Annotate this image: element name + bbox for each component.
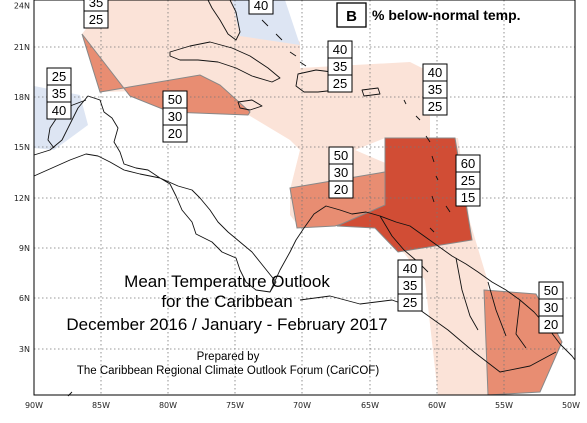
- legend-key: B: [346, 8, 357, 25]
- coast-jamaica: [237, 99, 263, 111]
- prob-value: 35: [403, 278, 417, 293]
- lat-tick-18n: 18N: [14, 93, 30, 102]
- lon-tick-80w: 80W: [159, 401, 177, 410]
- lon-tick-50w: 50W: [562, 401, 580, 410]
- lat-tick-6n: 6N: [19, 294, 30, 303]
- coast-florida: [207, 0, 241, 41]
- title-line-3: December 2016 / January - February 2017: [66, 315, 387, 334]
- lon-tick-75w: 75W: [226, 401, 244, 410]
- border-guianas: [455, 257, 527, 349]
- lon-tick-65w: 65W: [361, 401, 379, 410]
- lat-tick-12n: 12N: [14, 194, 30, 203]
- coast-lesser-antilles: [403, 99, 451, 233]
- title-line-2: for the Caribbean: [161, 292, 292, 311]
- prob-box-yucatan: 25 35 40: [46, 67, 72, 120]
- prob-value: 20: [544, 317, 558, 332]
- lon-tick-90w: 90W: [25, 401, 43, 410]
- prob-value: 40: [403, 261, 417, 276]
- prob-value: 50: [168, 92, 182, 107]
- prob-value: 30: [334, 165, 348, 180]
- outlook-zones: [34, 0, 563, 396]
- lat-tick-3n: 3N: [19, 345, 30, 354]
- prob-value: 25: [52, 69, 66, 84]
- coast-south-america-north: [269, 205, 576, 361]
- prob-value: 35: [333, 59, 347, 74]
- coast-yucatan: [47, 99, 87, 149]
- prob-value: 15: [461, 190, 475, 205]
- coast-bahamas: [261, 19, 307, 67]
- prob-box-north-west: 35 25: [83, 0, 109, 29]
- prob-value: 35: [89, 0, 103, 10]
- coast-cuba: [169, 41, 281, 83]
- legend-label: % below-normal temp.: [372, 7, 521, 23]
- coast-central-america: [33, 95, 277, 293]
- prob-value: 50: [334, 148, 348, 163]
- prob-box-guyana: 40 35 25: [397, 259, 423, 312]
- prob-value: 50: [544, 283, 558, 298]
- prepared-by: Prepared by: [197, 351, 260, 363]
- legend-key-box: [336, 2, 367, 28]
- prob-value: 20: [168, 126, 182, 141]
- prob-box-windward: 60 25 15: [455, 154, 481, 207]
- prob-value: 40: [254, 0, 268, 13]
- lon-tick-85w: 85W: [92, 401, 110, 410]
- prob-value: 25: [461, 173, 475, 188]
- prepared-by-org: The Caribbean Regional Climate Outlook F…: [77, 365, 379, 377]
- prob-box-leeward: 40 35 25: [422, 63, 448, 116]
- lat-tick-24n: 24N: [14, 2, 30, 11]
- prob-value: 25: [428, 99, 442, 114]
- prob-value: 30: [168, 109, 182, 124]
- graticule: [34, 0, 575, 395]
- prob-value: 40: [52, 103, 66, 118]
- prob-value: 35: [428, 82, 442, 97]
- prob-value: 40: [333, 42, 347, 57]
- prob-box-top: 40: [248, 0, 274, 15]
- prob-value: 60: [461, 156, 475, 171]
- latitude-axis: 3N 6N 9N 12N 15N 18N 21N 24N: [14, 2, 30, 354]
- prob-box-abc-islands: 50 30 20: [328, 146, 354, 199]
- prob-value: 25: [403, 295, 417, 310]
- lat-tick-21n: 21N: [14, 43, 30, 52]
- prob-value: 20: [334, 182, 348, 197]
- probability-boxes: 35 25 40 25 35 40 40 35 25: [46, 0, 564, 334]
- prob-value: 25: [333, 76, 347, 91]
- prob-box-french-guiana: 50 30 20: [538, 281, 564, 334]
- lon-tick-70w: 70W: [293, 401, 311, 410]
- prob-value: 40: [428, 65, 442, 80]
- title-line-1: Mean Temperature Outlook: [124, 272, 330, 291]
- coast-puerto-rico: [361, 87, 381, 97]
- prob-value: 30: [544, 300, 558, 315]
- prob-value: 25: [89, 12, 103, 27]
- map-title: Mean Temperature Outlook for the Caribbe…: [66, 272, 387, 377]
- prob-box-cuba: 50 30 20: [162, 90, 188, 143]
- lat-tick-15n: 15N: [14, 143, 30, 152]
- prob-box-hispaniola: 40 35 25: [327, 40, 353, 93]
- border-interior-south: [299, 295, 557, 373]
- zone-salmon-1: [81, 33, 251, 116]
- legend: B % below-normal temp.: [336, 2, 521, 28]
- lon-tick-60w: 60W: [428, 401, 446, 410]
- lat-tick-9n: 9N: [19, 244, 30, 253]
- prob-value: 35: [52, 86, 66, 101]
- map-frame: [33, 0, 576, 396]
- lon-tick-55w: 55W: [495, 401, 513, 410]
- longitude-axis: 90W 85W 80W 75W 70W 65W 60W 55W 50W: [25, 401, 580, 410]
